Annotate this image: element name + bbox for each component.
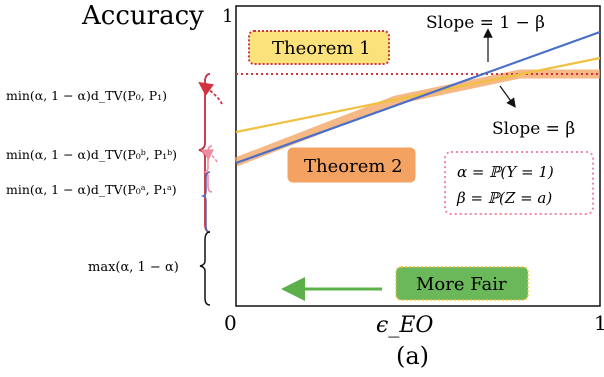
red-dotted-arrow <box>198 81 223 105</box>
bound-a: min(α, 1 − α)d_TV(P₀ᵃ, P₁ᵃ) <box>6 182 177 197</box>
y-top-tick: 1 <box>222 6 233 27</box>
theorem2-label: Theorem 2 <box>304 156 403 177</box>
definition-alpha: α = ℙ(Y = 1) <box>457 163 554 181</box>
theorem2-box <box>287 147 416 183</box>
bound-max: max(α, 1 − α) <box>88 260 179 275</box>
x-tick-left: 0 <box>224 311 237 335</box>
more-fair-box <box>395 266 529 301</box>
pink-dotted-arrow <box>200 149 218 163</box>
x-tick-mid: ϵ_EO <box>376 313 433 338</box>
plot-frame <box>235 5 601 307</box>
slope-bottom-arrow <box>499 85 516 108</box>
brace-blue <box>200 171 211 233</box>
definition-beta: β = ℙ(Z = a) <box>456 189 552 207</box>
yellow-line <box>235 56 601 134</box>
figure-caption: (a) <box>396 342 429 370</box>
theorem1-box <box>248 30 390 65</box>
more-fair-label: More Fair <box>416 274 507 295</box>
brace-red <box>198 73 211 233</box>
slope-top-label: Slope = 1 − β <box>426 13 545 33</box>
y-axis-title: Accuracy <box>81 1 204 31</box>
slope-bottom-label: Slope = β <box>492 119 575 139</box>
definition-box <box>444 151 594 215</box>
bound-full: min(α, 1 − α)d_TV(P₀, P₁) <box>6 88 167 103</box>
blue-line <box>235 30 601 165</box>
theorem1-label: Theorem 1 <box>272 38 371 59</box>
bound-b: min(α, 1 − α)d_TV(P₀ᵇ, P₁ᵇ) <box>6 147 177 162</box>
x-tick-right: 1 <box>594 311 604 335</box>
brace-black <box>199 231 211 306</box>
